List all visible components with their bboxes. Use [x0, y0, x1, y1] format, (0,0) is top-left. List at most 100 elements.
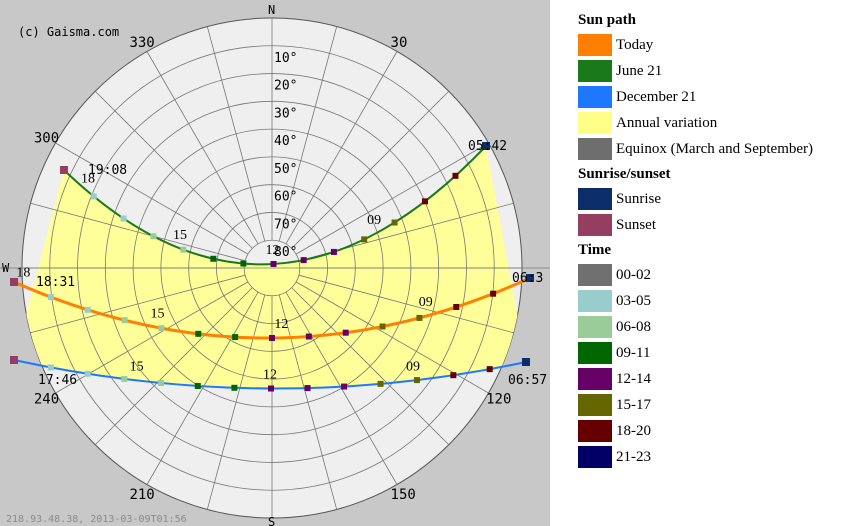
june-hour-label: 15	[173, 228, 187, 243]
legend-label: 12-14	[616, 370, 651, 387]
elevation-label: 10°	[274, 51, 297, 66]
june-hour-mark	[150, 233, 157, 240]
december-hour-mark	[486, 366, 493, 373]
legend-label: 21-23	[616, 448, 651, 465]
december-hour-label: 12	[263, 368, 277, 383]
legend-item: Sunrise	[578, 186, 864, 212]
legend-item: Sunset	[578, 212, 864, 238]
today-hour-label: 12	[274, 317, 288, 332]
azimuth-spoke	[291, 90, 450, 249]
chart-labels: 09 12 15 18 05:42 19:08 09 12 15 18 06:3 18:31 09 12 1…	[2, 3, 547, 526]
legend-item: December 21	[578, 84, 864, 110]
legend-swatch	[578, 316, 612, 338]
azimuth-spoke	[278, 26, 338, 242]
legend-swatch	[578, 188, 612, 210]
azimuth-spoke	[94, 90, 253, 249]
june-hour-mark	[90, 193, 97, 200]
elevation-label: 60°	[274, 190, 297, 205]
azimuth-spoke	[30, 202, 246, 262]
june-hour-mark	[361, 236, 368, 243]
sun-path-diagram: 09 12 15 18 05:42 19:08 09 12 15 18 06:3 18:31 09 12 1…	[0, 0, 550, 526]
today-sunrise-mark	[526, 274, 534, 282]
elevation-label: 20°	[274, 79, 297, 94]
december-hour-label: 09	[406, 359, 420, 374]
azimuth-label: 210	[129, 487, 154, 503]
today-hour-label: 09	[419, 295, 433, 310]
legend-group-title: Sunrise/sunset	[578, 166, 671, 182]
today-hour-mark	[490, 290, 497, 297]
legend-label: Equinox (March and September)	[616, 140, 814, 157]
sun-path-chart: 09 12 15 18 05:42 19:08 09 12 15 18 06:3 18:31 09 12 1…	[0, 0, 550, 526]
june-hour-label: 09	[367, 213, 381, 228]
legend-group-title: Sun path	[578, 12, 636, 28]
west-label: W	[2, 261, 10, 275]
legend-item: 21-23	[578, 444, 864, 470]
december-hour-label: 15	[130, 360, 144, 375]
december-hour-mark	[413, 377, 420, 384]
today-hour-mark	[453, 303, 460, 310]
june-hour-mark	[180, 246, 187, 253]
june-hour-label: 12	[266, 243, 280, 258]
today-sunset-label: 18:31	[36, 275, 75, 290]
footer-text: 218.93.48.38, 2013-03-09T01:56	[6, 514, 187, 525]
legend-swatch	[578, 34, 612, 56]
legend-label: 03-05	[616, 292, 651, 309]
azimuth-spoke	[94, 287, 253, 446]
today-hour-mark	[195, 330, 202, 337]
azimuth-spoke	[206, 294, 266, 510]
december-hour-mark	[121, 375, 128, 382]
december-hour-mark	[47, 364, 54, 371]
today-hour-mark	[379, 323, 386, 330]
december-hour-mark	[194, 382, 201, 389]
azimuth-label: 300	[34, 130, 59, 146]
june-sunset-label: 19:08	[88, 163, 127, 178]
today-hour-mark	[158, 325, 165, 332]
today-hour-mark	[305, 333, 312, 340]
south-label: S	[268, 515, 275, 526]
december-hour-mark	[231, 384, 238, 391]
june-hour-label: 18	[81, 171, 95, 186]
azimuth-label: 120	[486, 392, 511, 408]
azimuth-spoke	[206, 26, 266, 242]
azimuth-spoke	[298, 274, 514, 334]
legend-item: 00-02	[578, 262, 864, 288]
elevation-label: 30°	[274, 106, 297, 121]
legend-label: Sunset	[616, 216, 657, 233]
legend-item: Equinox (March and September)	[578, 136, 864, 162]
legend-item: 15-17	[578, 392, 864, 418]
december-hour-mark	[341, 383, 348, 390]
december-hour-mark	[304, 385, 311, 392]
june-sunset-mark	[60, 166, 68, 174]
legend-swatch	[578, 446, 612, 468]
azimuth-label: 30	[391, 35, 408, 51]
legend-label: 18-20	[616, 422, 651, 439]
today-hour-mark	[269, 335, 275, 341]
today-hour-mark	[121, 317, 128, 324]
north-label: N	[268, 3, 275, 17]
legend-group-title: Time	[578, 242, 612, 258]
june-hour-mark	[330, 248, 337, 255]
legend-swatch	[578, 214, 612, 236]
legend-label: Sunrise	[616, 190, 661, 207]
copyright-text: (c) Gaisma.com	[18, 25, 119, 39]
azimuth-label: 150	[391, 487, 416, 503]
december-sunrise-label: 06:57	[508, 373, 547, 388]
june-hour-mark	[421, 198, 428, 205]
azimuth-spoke	[146, 51, 259, 245]
legend-item: 06-08	[578, 314, 864, 340]
azimuth-spoke	[146, 291, 259, 485]
elevation-label: 50°	[274, 162, 297, 177]
legend-swatch	[578, 342, 612, 364]
legend-item: 09-11	[578, 340, 864, 366]
legend-label: 06-08	[616, 318, 651, 335]
legend-item: 18-20	[578, 418, 864, 444]
azimuth-spoke	[30, 274, 246, 334]
june-sunrise-mark	[482, 142, 490, 150]
december-hour-mark	[84, 370, 91, 377]
legend-label: June 21	[616, 62, 663, 79]
june-hour-mark	[452, 172, 459, 179]
legend-swatch	[578, 290, 612, 312]
today-hour-mark	[47, 294, 54, 301]
june-hour-mark	[391, 219, 398, 226]
december-sunset-mark	[10, 356, 18, 364]
